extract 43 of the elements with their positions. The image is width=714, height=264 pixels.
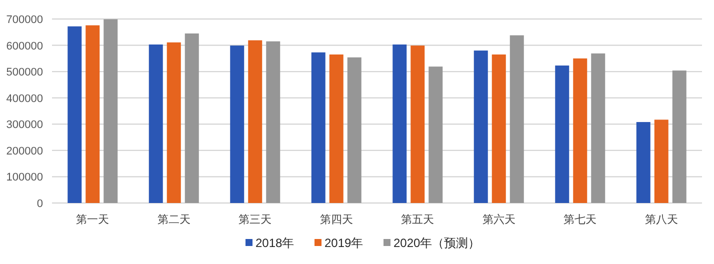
x-tick-label: 第六天 xyxy=(482,213,516,226)
bar xyxy=(392,44,407,203)
legend-label: 2020年（预测） xyxy=(394,236,480,250)
x-tick-label: 第三天 xyxy=(238,214,272,226)
legend-label: 2019年 xyxy=(324,236,364,250)
y-tick-label: 700000 xyxy=(6,14,43,26)
bar xyxy=(428,66,443,203)
bar xyxy=(510,35,524,203)
x-tick-label: 第七天 xyxy=(564,213,597,226)
bar xyxy=(68,26,82,203)
bar xyxy=(573,58,588,203)
bar xyxy=(248,40,262,203)
x-tick-label: 第一天 xyxy=(76,214,110,226)
bar xyxy=(311,52,326,203)
bar xyxy=(492,54,506,203)
bar xyxy=(636,122,650,203)
bar xyxy=(410,46,425,203)
bar xyxy=(184,33,199,203)
bar xyxy=(86,25,100,203)
bar xyxy=(555,66,570,203)
y-tick-label: 400000 xyxy=(6,92,43,105)
bar xyxy=(166,42,181,203)
y-tick-label: 200000 xyxy=(6,145,43,158)
x-tick-label: 第四天 xyxy=(320,214,353,226)
x-tick-label: 第五天 xyxy=(401,214,434,226)
x-tick-label: 第二天 xyxy=(157,214,190,226)
y-tick-label: 300000 xyxy=(6,119,43,132)
y-tick-label: 100000 xyxy=(6,172,43,184)
bar xyxy=(347,57,362,203)
bar xyxy=(329,54,344,203)
x-tick-label: 第八天 xyxy=(644,214,678,226)
bar xyxy=(266,41,280,203)
bar xyxy=(591,53,606,203)
bar xyxy=(104,19,118,203)
y-tick-label: 500000 xyxy=(6,66,43,79)
bar xyxy=(654,120,668,203)
bar xyxy=(230,46,244,203)
bar xyxy=(474,50,488,203)
bar xyxy=(672,70,686,203)
bar xyxy=(148,44,163,203)
y-tick-label: 0 xyxy=(36,198,43,210)
legend-label: 2018年 xyxy=(256,236,294,250)
y-tick-label: 600000 xyxy=(6,40,43,52)
